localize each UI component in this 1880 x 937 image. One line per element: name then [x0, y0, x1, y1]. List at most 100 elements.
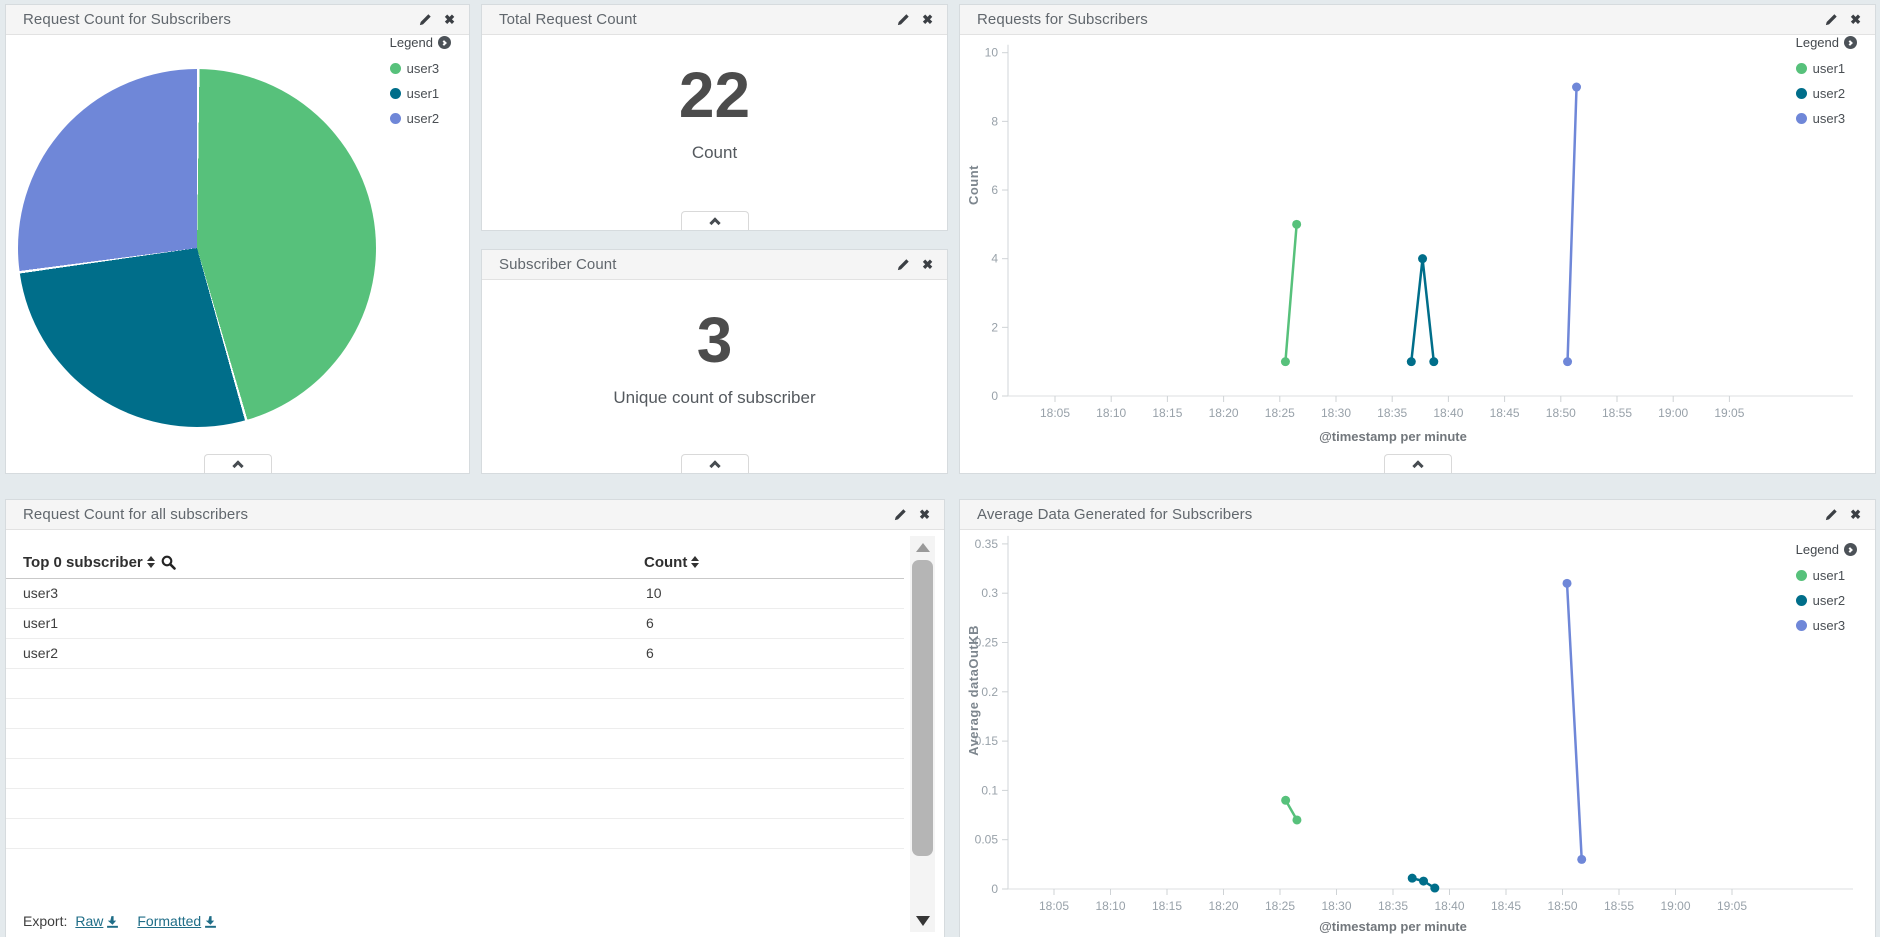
table-row: user2 6 — [6, 639, 904, 669]
svg-text:0.15: 0.15 — [975, 734, 999, 748]
table-scrollbar[interactable] — [910, 536, 935, 932]
scroll-down-icon[interactable] — [915, 916, 930, 926]
series-user3[interactable] — [1563, 82, 1582, 367]
collapse-tab[interactable] — [203, 454, 272, 473]
legend-item[interactable]: user3 — [1795, 613, 1857, 638]
legend-item[interactable]: user2 — [389, 106, 451, 131]
panel-requests-line-chart: Requests for Subscribers ✖ 0 2 4 6 8 10 18:05 1… — [959, 4, 1876, 474]
search-icon[interactable] — [161, 555, 176, 570]
close-icon[interactable]: ✖ — [1850, 12, 1861, 27]
legend-dot — [1795, 113, 1807, 124]
legend-item[interactable]: user2 — [1795, 81, 1857, 106]
svg-text:0: 0 — [991, 389, 998, 403]
legend-dot — [389, 113, 401, 124]
legend-item[interactable]: user3 — [389, 56, 451, 81]
svg-text:19:00: 19:00 — [1658, 406, 1688, 420]
svg-text:0.3: 0.3 — [981, 586, 998, 600]
column-header-subscriber[interactable]: Top 0 subscriber — [6, 554, 176, 571]
panel-header[interactable]: Subscriber Count ✖ — [482, 250, 947, 280]
series-user2[interactable] — [1407, 873, 1440, 893]
panel-title: Request Count for Subscribers — [23, 11, 231, 28]
legend-toggle[interactable]: Legend — [1796, 542, 1857, 557]
export-formatted-link[interactable]: Formatted — [137, 913, 217, 929]
line-chart[interactable]: 0 0.05 0.1 0.15 0.2 0.25 0.3 0.35 18:05 18:10 18:1… — [960, 530, 1875, 937]
scrollbar-thumb[interactable] — [912, 560, 933, 856]
legend-label: Legend — [1795, 542, 1839, 557]
panel-header[interactable]: Average Data Generated for Subscribers ✖ — [960, 500, 1875, 530]
svg-text:0.05: 0.05 — [975, 833, 999, 847]
table-body: user3 10 user1 6 user2 6 — [6, 579, 904, 849]
y-axis-title: Count — [966, 165, 981, 206]
export-raw-link[interactable]: Raw — [75, 913, 119, 929]
panel-title: Subscriber Count — [499, 256, 617, 273]
panel-average-data-chart: Average Data Generated for Subscribers ✖… — [959, 499, 1876, 937]
panel-header[interactable]: Request Count for Subscribers ✖ — [6, 5, 469, 35]
collapse-tab[interactable] — [1383, 454, 1452, 473]
svg-text:0.25: 0.25 — [975, 636, 999, 650]
legend-dot — [1795, 88, 1807, 99]
edit-icon[interactable] — [894, 508, 907, 521]
close-icon[interactable]: ✖ — [919, 507, 930, 522]
cell-subscriber: user2 — [23, 645, 59, 661]
x-axis: 18:05 18:10 18:15 18:20 18:25 18:30 18:35 18:40… — [1008, 395, 1853, 420]
cell-subscriber: user3 — [23, 585, 59, 601]
close-icon[interactable]: ✖ — [922, 257, 933, 272]
svg-text:19:05: 19:05 — [1714, 406, 1744, 420]
legend-toggle[interactable]: Legend — [390, 35, 451, 50]
sort-icon[interactable] — [146, 556, 155, 568]
series-user1[interactable] — [1281, 795, 1302, 825]
svg-text:18:55: 18:55 — [1602, 406, 1632, 420]
series-user1[interactable] — [1280, 219, 1302, 367]
close-icon[interactable]: ✖ — [922, 12, 933, 27]
table-row-empty — [6, 819, 904, 849]
collapse-tab[interactable] — [680, 211, 749, 230]
panel-header[interactable]: Requests for Subscribers ✖ — [960, 5, 1875, 35]
panel-header[interactable]: Total Request Count ✖ — [482, 5, 947, 35]
svg-text:8: 8 — [991, 114, 998, 128]
svg-text:18:05: 18:05 — [1039, 899, 1069, 913]
legend-item[interactable]: user3 — [1795, 106, 1857, 131]
svg-text:18:55: 18:55 — [1604, 899, 1634, 913]
scroll-up-icon[interactable] — [915, 543, 930, 552]
legend-label: Legend — [1795, 35, 1839, 50]
edit-icon[interactable] — [897, 13, 910, 26]
panel-header[interactable]: Request Count for all subscribers ✖ — [6, 500, 944, 530]
svg-text:19:00: 19:00 — [1660, 899, 1690, 913]
legend-toggle[interactable]: Legend — [1796, 35, 1857, 50]
series-user3[interactable] — [1562, 578, 1587, 864]
legend-arrow-icon — [1844, 543, 1857, 556]
table-row-empty — [6, 699, 904, 729]
edit-icon[interactable] — [1825, 508, 1838, 521]
edit-icon[interactable] — [1825, 13, 1838, 26]
svg-text:18:45: 18:45 — [1490, 406, 1520, 420]
column-header-count[interactable]: Count — [644, 554, 703, 571]
cell-subscriber: user1 — [23, 615, 59, 631]
x-axis-title: @timestamp per minute — [1319, 919, 1467, 934]
svg-text:18:20: 18:20 — [1208, 899, 1238, 913]
legend-item[interactable]: user1 — [1795, 56, 1857, 81]
series-user2[interactable] — [1406, 254, 1439, 367]
pie-chart[interactable] — [18, 69, 376, 427]
legend-item[interactable]: user1 — [389, 81, 451, 106]
cell-count: 10 — [646, 585, 662, 601]
panel-request-count-pie: Request Count for Subscribers ✖ Legend u… — [5, 4, 470, 474]
svg-text:18:50: 18:50 — [1546, 406, 1576, 420]
panel-total-request-count: Total Request Count ✖ 22 Count — [481, 4, 948, 231]
edit-icon[interactable] — [419, 13, 432, 26]
svg-text:18:50: 18:50 — [1547, 899, 1577, 913]
legend-item[interactable]: user2 — [1795, 588, 1857, 613]
close-icon[interactable]: ✖ — [444, 12, 455, 27]
sort-icon[interactable] — [691, 556, 700, 568]
collapse-tab[interactable] — [680, 454, 749, 473]
table-row: user1 6 — [6, 609, 904, 639]
svg-text:18:35: 18:35 — [1378, 899, 1408, 913]
edit-icon[interactable] — [897, 258, 910, 271]
metric-label: Count — [691, 143, 738, 162]
legend-item[interactable]: user1 — [1795, 563, 1857, 588]
svg-text:4: 4 — [991, 252, 998, 266]
svg-text:0.1: 0.1 — [981, 783, 998, 797]
svg-text:0: 0 — [991, 882, 998, 896]
svg-text:18:05: 18:05 — [1040, 406, 1070, 420]
close-icon[interactable]: ✖ — [1850, 507, 1861, 522]
